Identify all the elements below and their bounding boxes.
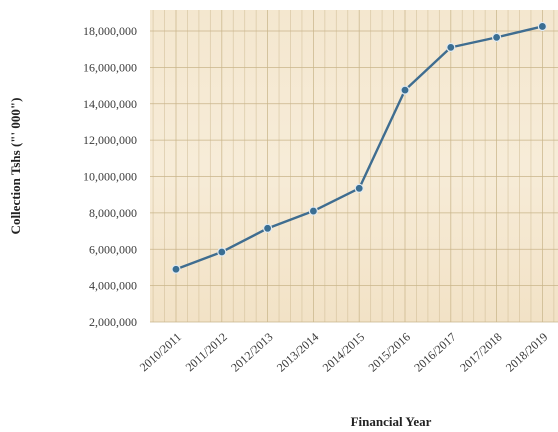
data-point — [537, 21, 548, 32]
y-tick-label: 18,000,000 — [83, 24, 137, 38]
data-point — [263, 223, 273, 233]
y-tick-label: 2,000,000 — [89, 315, 137, 329]
x-axis-ticks: 2010/20112011/20122012/20132013/20142014… — [137, 330, 551, 375]
y-tick-label: 16,000,000 — [83, 60, 137, 74]
data-point — [354, 183, 364, 193]
x-tick-label: 2012/2013 — [228, 330, 276, 375]
data-point — [400, 85, 410, 95]
data-point — [446, 42, 456, 52]
x-tick-label: 2013/2014 — [274, 330, 322, 375]
x-tick-label: 2010/2011 — [137, 330, 184, 374]
y-tick-label: 12,000,000 — [83, 133, 137, 147]
x-tick-label: 2017/2018 — [457, 330, 505, 375]
x-tick-label: 2016/2017 — [411, 330, 459, 375]
x-axis-label: Financial Year — [351, 414, 432, 429]
y-tick-label: 4,000,000 — [89, 279, 137, 293]
y-tick-label: 8,000,000 — [89, 206, 137, 220]
y-tick-label: 14,000,000 — [83, 97, 137, 111]
y-tick-label: 6,000,000 — [89, 242, 137, 256]
x-tick-label: 2011/2012 — [183, 330, 230, 374]
y-axis-label: Collection Tshs ("' 000") — [8, 98, 23, 235]
data-point — [217, 247, 227, 257]
data-point — [171, 264, 181, 274]
x-tick-label: 2014/2015 — [320, 330, 368, 375]
data-point — [308, 206, 318, 216]
y-axis-ticks: 2,000,000 4,000,000 6,000,000 8,000,000 10,0… — [83, 24, 137, 329]
data-point — [492, 32, 502, 42]
x-tick-label: 2015/2016 — [365, 330, 413, 375]
x-tick-label: 2018/2019 — [503, 330, 551, 375]
y-tick-label: 10,000,000 — [83, 170, 137, 184]
plot-area — [150, 10, 558, 322]
data-points — [171, 21, 548, 274]
